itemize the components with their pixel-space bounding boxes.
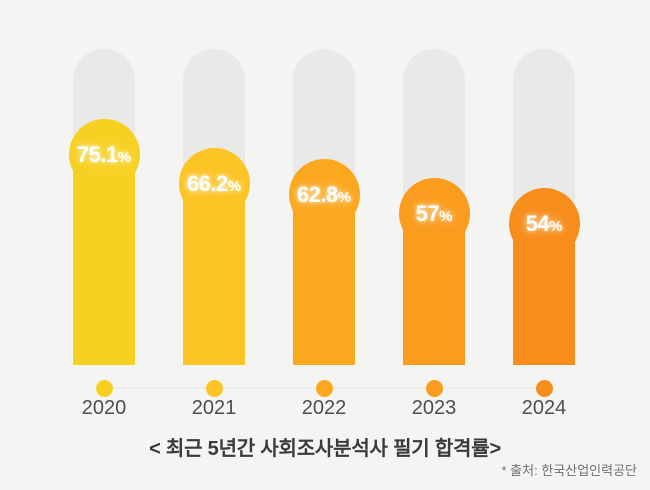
source-caption: * 출처: 한국산업인력공단	[501, 463, 638, 478]
percent-sign: %	[549, 218, 563, 235]
timeline-dot	[205, 379, 223, 397]
bar-value-label: 54	[525, 211, 550, 236]
timeline-dot	[535, 379, 553, 397]
year-label: 2020	[81, 397, 127, 419]
bar-group-2020: 75.1% 2020	[49, 0, 159, 425]
percent-sign: %	[227, 178, 242, 195]
bar-fill-cap: 75.1%	[68, 119, 140, 190]
bar-group-2022: 62.8% 2022	[269, 0, 379, 425]
bar-fill-cap: 66.2%	[178, 148, 250, 219]
year-label: 2024	[521, 397, 567, 419]
bar-value-label: 62.8	[296, 182, 338, 207]
bar-fill-cap: 62.8%	[288, 159, 360, 230]
percent-sign: %	[337, 189, 352, 206]
bar-value-label: 57	[415, 201, 440, 226]
bar-group-2023: 57% 2023	[379, 0, 489, 425]
bar-group-2021: 66.2% 2021	[159, 0, 269, 425]
bar-value-label: 66.2	[186, 171, 228, 196]
percent-sign: %	[117, 149, 132, 166]
chart-title: < 최근 5년간 사회조사분석사 필기 합격률>	[149, 438, 501, 460]
percent-sign: %	[439, 208, 453, 225]
year-label: 2022	[301, 397, 347, 419]
bar-fill-cap: 57%	[398, 178, 470, 249]
timeline-dot	[95, 379, 113, 397]
bar-fill-cap: 54%	[508, 188, 580, 259]
year-label: 2023	[411, 397, 457, 419]
year-label: 2021	[191, 397, 237, 419]
timeline-dot	[315, 379, 333, 397]
timeline-dot	[425, 379, 443, 397]
bar-value-label: 75.1	[76, 142, 118, 167]
bar-group-2024: 54% 2024	[489, 0, 599, 425]
